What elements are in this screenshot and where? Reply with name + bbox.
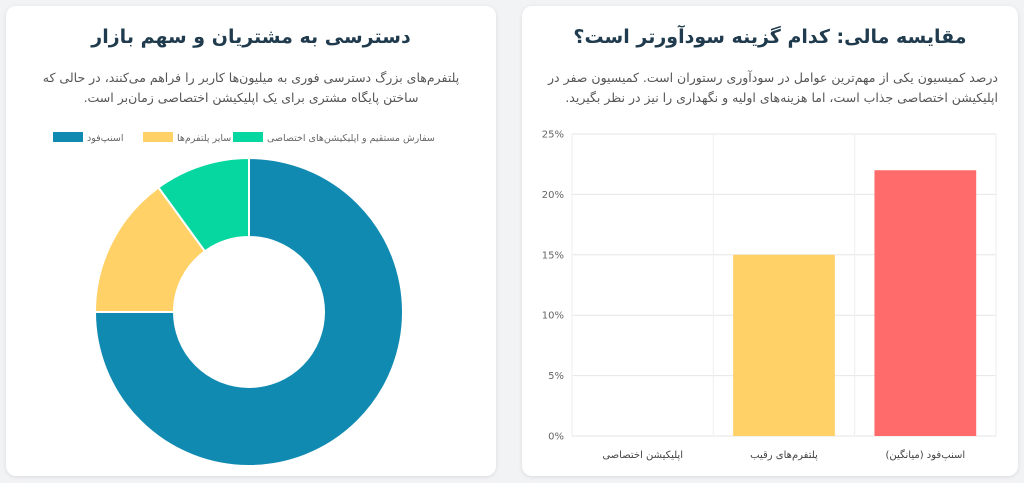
- donut-slice: [157, 156, 250, 253]
- y-tick-label: 25%: [542, 130, 564, 141]
- y-tick-label: 10%: [542, 311, 564, 322]
- legend-label: سایر پلتفرم‌ها: [177, 133, 231, 144]
- legend-swatch: [53, 132, 83, 142]
- legend-label: سفارش مستقیم و اپلیکیشن‌های اختصاصی: [267, 133, 435, 144]
- y-tick-label: 15%: [542, 250, 564, 261]
- legend-swatch: [233, 132, 263, 142]
- bar-card-description: درصد کمیسیون یکی از مهم‌ترین عوامل در سو…: [548, 70, 998, 105]
- bar-card-title: مقایسه مالی: کدام گزینه سودآورتر است؟: [573, 26, 967, 48]
- x-category-label: پلتفرم‌های رقیب: [750, 450, 818, 461]
- x-category-label: اپلیکیشن اختصاصی: [602, 450, 683, 461]
- donut-slice: [93, 156, 404, 467]
- x-category-label: اسنپ‌فود (میانگین): [885, 449, 965, 461]
- bar: [874, 170, 977, 437]
- bar-chart-card: مقایسه مالی: کدام گزینه سودآورتر است؟ در…: [522, 6, 1018, 476]
- donut-card-description: پلتفرم‌های بزرگ دسترسی فوری به میلیون‌ها…: [42, 70, 460, 105]
- y-tick-label: 0%: [548, 432, 564, 443]
- donut-chart: اسنپ‌فود سایر پلتفرم‌ها سفارش مستقیم و اپل…: [53, 132, 435, 467]
- y-tick-label: 20%: [542, 190, 564, 201]
- legend-label: اسنپ‌فود: [87, 133, 123, 144]
- donut-slice: [93, 186, 207, 313]
- bar-chart: 0% 5% 10% 15% 20% 25% اسنپ‌فود (میانگین) پلتفر…: [542, 130, 997, 461]
- y-tick-label: 5%: [548, 371, 564, 382]
- legend-swatch: [143, 132, 173, 142]
- donut-chart-card: دسترسی به مشتریان و سهم بازار پلتفرم‌های…: [6, 6, 496, 476]
- donut-card-title: دسترسی به مشتریان و سهم بازار: [91, 26, 411, 48]
- bar: [733, 254, 835, 436]
